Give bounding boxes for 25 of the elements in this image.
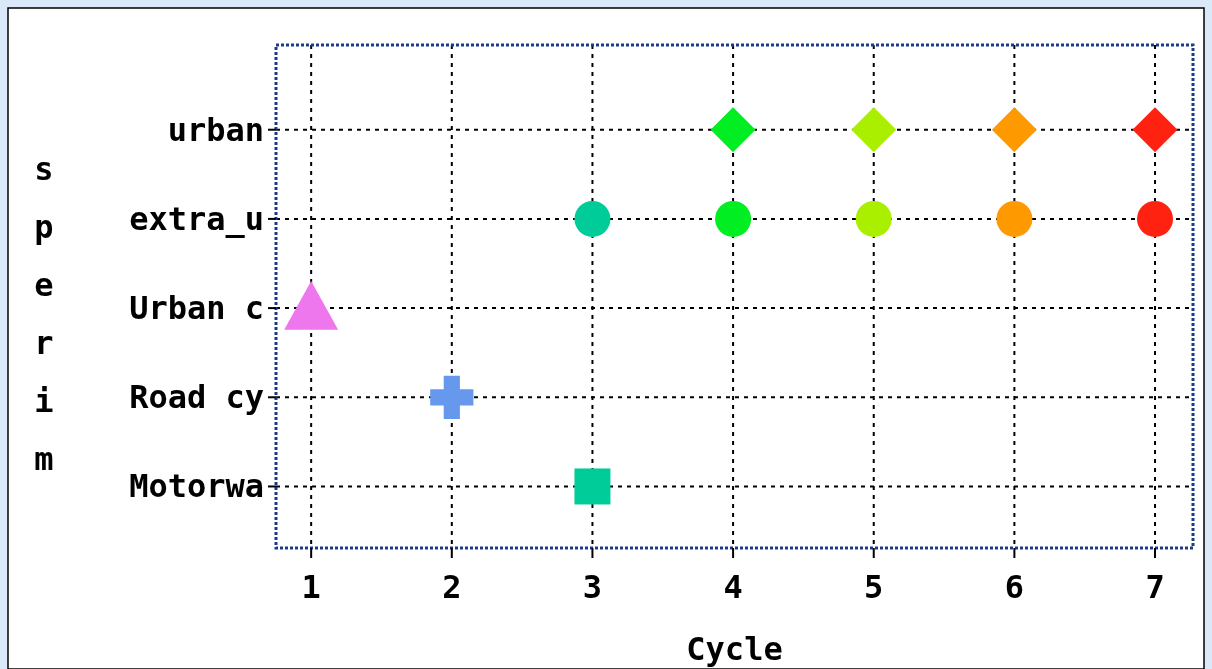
y-tick-label: Motorwa bbox=[129, 467, 264, 506]
x-tick-label: 5 bbox=[864, 568, 884, 606]
y-axis-title: sperim bbox=[34, 150, 54, 478]
x-axis-title: Cycle bbox=[686, 630, 783, 668]
point bbox=[710, 107, 756, 153]
point bbox=[1132, 107, 1178, 153]
point bbox=[851, 107, 897, 153]
y-tick-label: urban bbox=[167, 110, 264, 149]
point bbox=[574, 200, 611, 237]
point bbox=[991, 107, 1037, 153]
point bbox=[996, 200, 1033, 237]
y-tick-label: Road cy bbox=[129, 378, 264, 417]
x-tick-label: 3 bbox=[582, 568, 603, 606]
x-tick-label: 4 bbox=[723, 568, 743, 606]
point bbox=[1137, 200, 1174, 237]
point bbox=[430, 375, 474, 419]
point bbox=[715, 200, 752, 237]
y-tick-label: Urban c bbox=[129, 289, 264, 328]
y-tick-label: extra_u bbox=[129, 199, 264, 238]
x-tick-label: 1 bbox=[301, 568, 321, 606]
point bbox=[855, 200, 892, 237]
point bbox=[574, 468, 611, 505]
x-tick-label: 2 bbox=[442, 568, 462, 606]
x-tick-label: 6 bbox=[1004, 568, 1025, 606]
x-tick-label: 7 bbox=[1145, 568, 1165, 606]
